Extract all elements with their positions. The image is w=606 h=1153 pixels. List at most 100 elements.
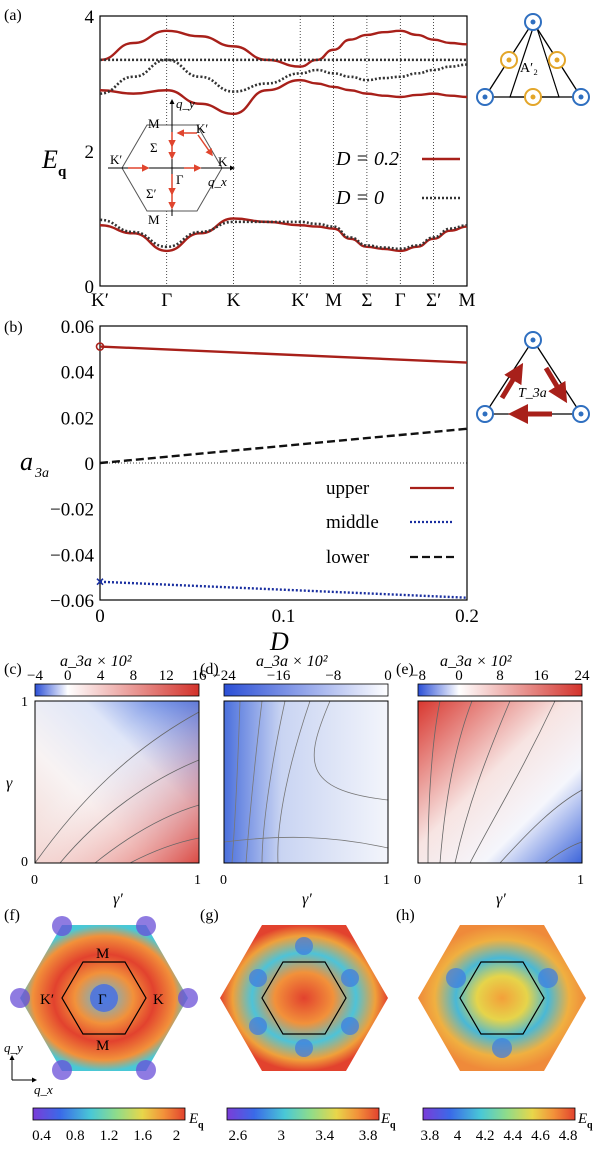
bz-path-arrows [128, 129, 213, 210]
colorbar-c [34, 683, 200, 697]
colorbar-g [226, 1107, 380, 1121]
ytick-b: 0.02 [61, 408, 94, 429]
bz-label-m-top: M [148, 116, 160, 131]
xlabel-c: γ′ [113, 891, 123, 908]
xtick-a: M [325, 290, 342, 311]
xtick-b: 0.2 [455, 606, 479, 627]
bz-map-g [220, 925, 388, 1071]
colorbar-tick: 16 [534, 668, 550, 684]
colorbar-ticks-c: −4 0 4 8 12 16 [27, 668, 207, 684]
heatmap-e [418, 701, 582, 863]
colorbar-tick: 2 [173, 1128, 181, 1144]
colorbar-tick: 3.8 [359, 1128, 378, 1144]
bz-label-kprime-left: K′ [110, 152, 122, 167]
curve-lower [99, 427, 468, 465]
colorbar-tick: 8 [496, 668, 504, 684]
colorbar-tick: 4.8 [559, 1128, 578, 1144]
xlabel-e: γ′ [496, 891, 506, 908]
colorbar-f [32, 1107, 186, 1121]
panel-label-f: (f) [4, 907, 20, 924]
colorbar-tick: 3.4 [315, 1128, 334, 1144]
panel-label-d: (d) [200, 661, 219, 678]
panel-d: (d) a_3a × 10² −24 −16 −8 0 0 1 γ′ [200, 653, 392, 908]
colorbar-tick: 0.4 [32, 1128, 51, 1144]
ytick-b: −0.06 [50, 591, 94, 612]
marker-middle [96, 578, 104, 586]
colorbar-tick: −24 [212, 668, 236, 684]
legend-label-lower: lower [326, 547, 370, 568]
xtick-a: Γ [161, 290, 172, 311]
colorbar-title-d: a_3a × 10² [256, 653, 329, 670]
contours-e [427, 700, 583, 864]
ytick-a: 4 [85, 7, 95, 28]
colorbar-tick: 8 [130, 668, 138, 684]
x-axis-label-b: D [269, 627, 289, 656]
axis-label-qx: q_x [34, 1082, 53, 1097]
bz-label-sigmaprime: Σ′ [146, 186, 157, 201]
qxqy-axes-f: q_y q_x [4, 1040, 53, 1097]
bz-f-label-k: K [153, 992, 164, 1008]
colorbar-tick: 0 [455, 668, 463, 684]
bz-label-kprime-top: K′ [196, 121, 208, 136]
band-middle-d0 [99, 58, 468, 95]
ylabel-c: γ [6, 775, 13, 792]
bz-label-m-bottom: M [148, 212, 160, 227]
colorbar-tick: 12 [159, 668, 174, 684]
x-tick-labels-a: K′ Γ K K′ M Σ Γ Σ′ M [91, 290, 475, 311]
xtick-a: Γ [395, 290, 406, 311]
y-axis-label-a: E q [41, 145, 67, 180]
bz-f-label-kprime: K′ [40, 992, 54, 1008]
colorbar-ticks-e: −8 0 8 16 24 [410, 668, 590, 684]
colorbar-tick: −4 [27, 668, 43, 684]
xtick-d-1: 1 [383, 873, 390, 888]
panel-c: (c) a_3a × 10² −4 0 4 8 12 16 1 0 γ 0 1 γ′ [4, 653, 207, 908]
colorbar-tick: 0 [64, 668, 72, 684]
colorbar-tick: −16 [267, 668, 291, 684]
bz-map-f-minima [90, 984, 118, 1012]
colorbar-tick: 1.2 [100, 1128, 119, 1144]
colorbar-tick: 16 [192, 668, 208, 684]
band-curves [99, 29, 468, 253]
bz-map-g-minima [249, 937, 359, 1057]
curve-upper [99, 345, 468, 364]
legend-b: upper middle lower [326, 478, 454, 568]
curve-middle [99, 580, 468, 599]
colorbar-ticks-d: −24 −16 −8 0 [212, 668, 391, 684]
ytick-b: 0.06 [61, 317, 94, 338]
bz-hexagon-h [459, 961, 545, 1035]
panel-label-b: (b) [4, 319, 23, 336]
colorbar-ticks-g: 2.6 3 3.4 3.8 [228, 1128, 377, 1144]
contours-c [34, 711, 200, 864]
colorbar-tick: 3 [278, 1128, 286, 1144]
bz-f-label-m-bottom: M [96, 1038, 109, 1054]
marker-upper [95, 342, 105, 351]
a2-triangle-diagram: A′₂ [476, 13, 590, 106]
svg-text:E: E [380, 1111, 390, 1127]
xtick-e-0: 0 [414, 873, 421, 888]
xtick-a: K′ [91, 290, 109, 311]
panel-label-g: (g) [200, 907, 219, 924]
svg-text:E: E [188, 1111, 198, 1127]
panel-b-coefficient: (b) 0 0.1 0.2 0.06 0.04 0.02 0 −0.02 −0.04 −0.06… [4, 317, 590, 656]
svg-text:3a: 3a [34, 466, 49, 481]
legend-item-lower: lower [326, 547, 454, 568]
panel-label-a: (a) [4, 7, 22, 24]
colorbar-tick: 4.4 [503, 1128, 522, 1144]
ytick-a: 0 [85, 277, 95, 298]
colorbar-tick: 0 [384, 668, 392, 684]
svg-text:q: q [390, 1120, 396, 1131]
heatmap-d [224, 701, 388, 863]
colorbar-tick: 4 [454, 1128, 462, 1144]
ytick-c-1: 1 [21, 695, 28, 710]
bz-label-sigma: Σ [150, 140, 158, 155]
colorbar-tick: −8 [325, 668, 341, 684]
panel-label-e: (e) [396, 661, 414, 678]
bz-label-gamma: Γ [176, 172, 184, 187]
colorbar-tick: −8 [410, 668, 426, 684]
bz-map-h-minima [446, 968, 558, 1058]
axis-label-qy: q_y [4, 1040, 23, 1055]
colorbar-d [223, 683, 389, 697]
